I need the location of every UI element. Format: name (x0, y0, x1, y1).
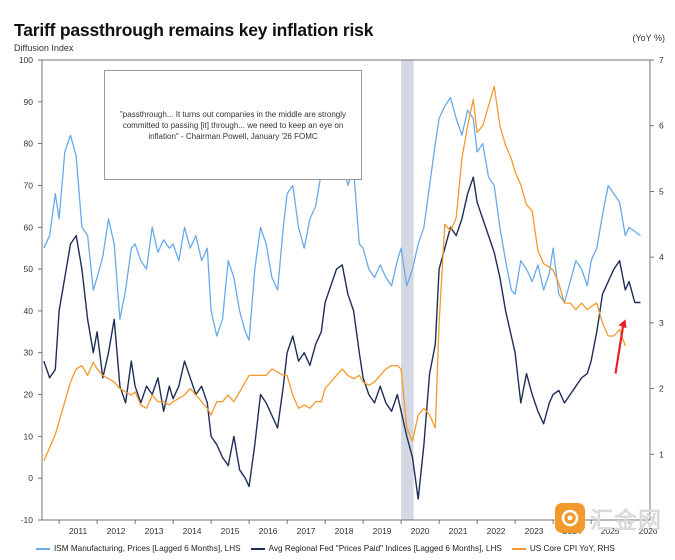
left-tick-label: 100 (19, 55, 33, 65)
quote-annotation-text: "passthrough... It turns out companies i… (119, 109, 347, 141)
legend-swatch-ism (36, 547, 50, 550)
legend-label-core-cpi: US Core CPI YoY, RHS (529, 544, 615, 553)
right-tick-label: 3 (659, 318, 664, 328)
legend-item-regional-fed: Avg Regional Fed "Prices Paid" Indices [… (250, 544, 502, 553)
left-tick-label: 90 (24, 97, 34, 107)
red-arrow-shaft (614, 323, 625, 374)
x-tick-label: 2020 (411, 526, 430, 536)
right-axis-unit-label: (YoY %) (632, 33, 665, 43)
left-tick-label: 60 (24, 222, 34, 232)
legend-label-regional-fed: Avg Regional Fed "Prices Paid" Indices [… (268, 544, 502, 553)
right-tick-label: 7 (659, 55, 664, 65)
left-tick-label: 20 (24, 390, 34, 400)
x-tick-label: 2023 (525, 526, 544, 536)
x-tick-label: 2025 (601, 526, 620, 536)
x-tick-label: 2011 (69, 526, 88, 536)
left-tick-label: 40 (24, 306, 34, 316)
x-tick-label: 2012 (107, 526, 126, 536)
x-tick-label: 2018 (335, 526, 354, 536)
legend-label-ism: ISM Manufacturing, Prices [Lagged 6 Mont… (54, 544, 241, 553)
legend-swatch-core-cpi (511, 547, 526, 550)
chart-title: Tariff passthrough remains key inflation… (14, 20, 374, 40)
x-tick-label: 2022 (487, 526, 506, 536)
right-tick-label: 1 (659, 449, 664, 459)
red-arrow-head (618, 319, 627, 329)
x-tick-label: 2021 (449, 526, 468, 536)
legend-item-core-cpi: US Core CPI YoY, RHS (511, 544, 615, 553)
left-tick-label: 30 (24, 348, 34, 358)
left-tick-label: 10 (24, 431, 34, 441)
quote-annotation-box: "passthrough... It turns out companies i… (104, 70, 362, 180)
series-line-regional-fed-prices-paid (43, 176, 641, 500)
plot-frame (41, 59, 651, 521)
right-tick-label: 2 (659, 384, 664, 394)
right-tick-label: 6 (659, 121, 664, 131)
x-tick-label: 2019 (373, 526, 392, 536)
legend: ISM Manufacturing, Prices [Lagged 6 Mont… (36, 544, 625, 553)
left-tick-label: 80 (24, 139, 34, 149)
watermark: 汇金网 (555, 500, 665, 536)
x-tick-label: 2016 (259, 526, 278, 536)
x-tick-label: 2017 (297, 526, 316, 536)
watermark-text: 汇金网 (590, 507, 662, 533)
right-tick-label: 4 (659, 252, 664, 262)
left-tick-label: 70 (24, 180, 34, 190)
x-tick-label: 2014 (183, 526, 202, 536)
series-line-core-cpi (43, 85, 626, 462)
x-tick-label: 2013 (145, 526, 164, 536)
legend-swatch-regional-fed (250, 547, 265, 550)
legend-item-ism: ISM Manufacturing, Prices [Lagged 6 Mont… (36, 544, 241, 553)
left-tick-label: -10 (21, 515, 34, 525)
right-tick-label: 5 (659, 186, 664, 196)
watermark-logo-icon (555, 503, 585, 533)
x-tick-label: 2026 (639, 526, 658, 536)
x-tick-label: 2015 (221, 526, 240, 536)
left-tick-label: 50 (24, 264, 34, 274)
left-tick-label: 0 (28, 473, 33, 483)
left-axis-unit-label: Diffusion Index (14, 43, 74, 53)
recession-band (401, 60, 414, 520)
